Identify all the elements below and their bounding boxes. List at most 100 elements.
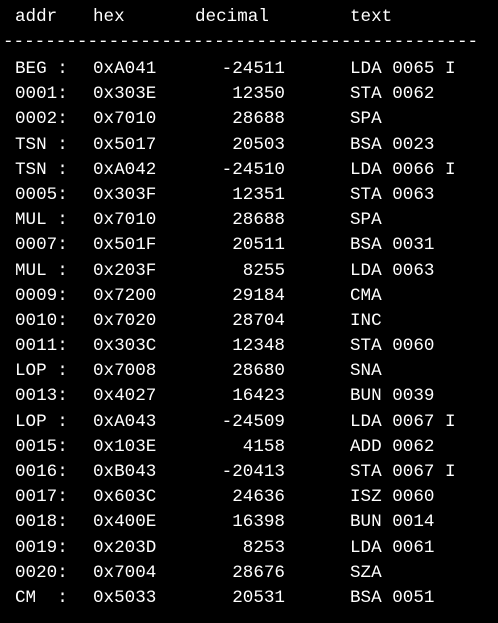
cell-addr: 0016: <box>15 462 68 482</box>
cell-hex: 0xB043 <box>93 462 157 482</box>
cell-decimal: 12350 <box>232 84 285 105</box>
cell-decimal: 24636 <box>232 487 285 508</box>
cell-text: BUN 0014 <box>350 512 435 533</box>
cell-text: LDA 0063 <box>350 260 435 281</box>
cell-addr: 0010: <box>15 310 68 331</box>
table-row: MUL : 0x203F 8255 LDA 0063 <box>0 259 498 284</box>
cell-hex: 0x203D <box>93 537 157 558</box>
cell-text: LDA 0067 I <box>350 411 456 432</box>
table-row: 0013: 0x4027 16423 BUN 0039 <box>0 384 498 409</box>
cell-decimal: 12351 <box>232 184 285 205</box>
table-row: CM : 0x5033 20531 BSA 0051 <box>0 586 498 611</box>
cell-text: CMA <box>350 285 382 306</box>
cell-text: SPA <box>350 210 382 231</box>
cell-addr: 0001: <box>15 84 68 105</box>
table-row: 0005: 0x303F 12351 STA 0063 <box>0 183 498 208</box>
cell-addr: LOP : <box>15 361 68 382</box>
cell-text: STA 0062 <box>350 84 435 105</box>
table-row: BEG : 0xA041 -24511 LDA 0065 I <box>0 57 498 82</box>
cell-hex: 0xA042 <box>93 159 157 180</box>
cell-addr: 0015: <box>15 436 68 457</box>
cell-text: INC <box>350 310 382 331</box>
cell-decimal: -24510 <box>221 159 285 180</box>
table-row: 0001: 0x303E 12350 STA 0062 <box>0 82 498 107</box>
table-row: 0016: 0xB043 -20413 STA 0067 I <box>0 460 498 485</box>
cell-decimal: 28688 <box>232 210 285 231</box>
table-row: 0011: 0x303C 12348 STA 0060 <box>0 334 498 359</box>
table-row: 0007: 0x501F 20511 BSA 0031 <box>0 233 498 258</box>
cell-text: SNA <box>350 361 382 382</box>
cell-decimal: -24511 <box>221 59 285 79</box>
cell-addr: LOP : <box>15 411 68 432</box>
cell-decimal: 20511 <box>232 235 285 256</box>
cell-text: SZA <box>350 562 382 583</box>
cell-hex: 0x4027 <box>93 386 157 407</box>
cell-addr: MUL : <box>15 210 68 231</box>
table-row: LOP : 0x7008 28680 SNA <box>0 359 498 384</box>
cell-hex: 0x7008 <box>93 361 157 382</box>
cell-decimal: 8253 <box>242 537 285 558</box>
cell-decimal: 28680 <box>232 361 285 382</box>
cell-hex: 0x5017 <box>93 134 157 155</box>
cell-hex: 0x5033 <box>93 587 157 608</box>
cell-hex: 0x103E <box>93 436 157 457</box>
table-row: 0015: 0x103E 4158 ADD 0062 <box>0 435 498 460</box>
cell-decimal: -20413 <box>221 462 285 482</box>
cell-addr: 0011: <box>15 336 68 357</box>
cell-text: LDA 0065 I <box>350 59 456 79</box>
cell-text: STA 0067 I <box>350 462 456 482</box>
cell-decimal: 12348 <box>232 336 285 357</box>
table-row: 0009: 0x7200 29184 CMA <box>0 284 498 309</box>
cell-hex: 0xA041 <box>93 59 157 79</box>
cell-text: BSA 0031 <box>350 235 435 256</box>
table-row: TSN : 0x5017 20503 BSA 0023 <box>0 133 498 158</box>
table-row: 0020: 0x7004 28676 SZA <box>0 561 498 586</box>
cell-decimal: 8255 <box>242 260 285 281</box>
cell-addr: BEG : <box>15 59 68 79</box>
cell-addr: 0017: <box>15 487 68 508</box>
cell-decimal: 16398 <box>232 512 285 533</box>
table-body: BEG : 0xA041 -24511 LDA 0065 I 0001: 0x3… <box>0 57 498 611</box>
table-row: 0010: 0x7020 28704 INC <box>0 309 498 334</box>
cell-hex: 0x501F <box>93 235 157 256</box>
cell-text: LDA 0066 I <box>350 159 456 180</box>
cell-text: LDA 0061 <box>350 537 435 558</box>
cell-hex: 0x603C <box>93 487 157 508</box>
cell-decimal: 16423 <box>232 386 285 407</box>
cell-text: ADD 0062 <box>350 436 435 457</box>
table-row: 0019: 0x203D 8253 LDA 0061 <box>0 536 498 561</box>
cell-decimal: 20531 <box>232 587 285 608</box>
cell-hex: 0x303C <box>93 336 157 357</box>
header-hex: hex <box>93 7 125 27</box>
cell-text: ISZ 0060 <box>350 487 435 508</box>
table-row: TSN : 0xA042 -24510 LDA 0066 I <box>0 158 498 183</box>
cell-hex: 0x7020 <box>93 310 157 331</box>
cell-text: STA 0060 <box>350 336 435 357</box>
cell-addr: TSN : <box>15 134 68 155</box>
cell-text: BSA 0023 <box>350 134 435 155</box>
cell-addr: 0005: <box>15 184 68 205</box>
cell-text: BUN 0039 <box>350 386 435 407</box>
table-row: 0018: 0x400E 16398 BUN 0014 <box>0 510 498 535</box>
cell-decimal: 29184 <box>232 285 285 306</box>
header-addr: addr <box>15 7 58 27</box>
table-row: 0002: 0x7010 28688 SPA <box>0 107 498 132</box>
cell-text: BSA 0051 <box>350 587 435 608</box>
cell-hex: 0x203F <box>93 260 157 281</box>
cell-hex: 0x303F <box>93 184 157 205</box>
header-text: text <box>350 7 393 27</box>
cell-decimal: -24509 <box>221 411 285 432</box>
cell-text: SPA <box>350 109 382 130</box>
cell-hex: 0x7200 <box>93 285 157 306</box>
cell-hex: 0x400E <box>93 512 157 533</box>
cell-addr: 0007: <box>15 235 68 256</box>
cell-addr: TSN : <box>15 159 68 180</box>
header-decimal: decimal <box>195 7 269 27</box>
cell-addr: 0009: <box>15 285 68 306</box>
cell-addr: 0002: <box>15 109 68 130</box>
cell-hex: 0x303E <box>93 84 157 105</box>
cell-addr: 0019: <box>15 537 68 558</box>
table-row: MUL : 0x7010 28688 SPA <box>0 208 498 233</box>
cell-text: STA 0063 <box>350 184 435 205</box>
